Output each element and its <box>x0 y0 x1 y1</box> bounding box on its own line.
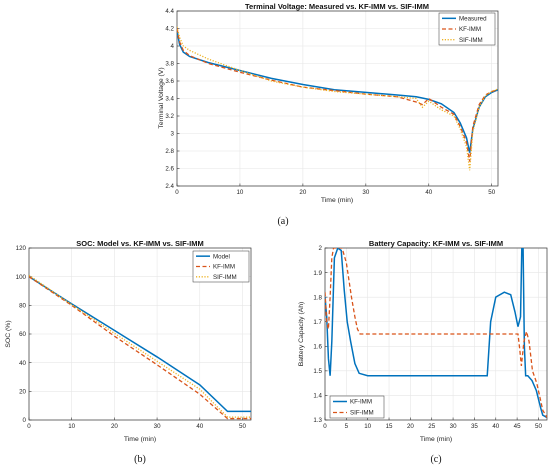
y-tick-label: 40 <box>19 360 26 367</box>
y-tick-label: 100 <box>16 274 27 281</box>
x-tick-label: 0 <box>323 423 327 430</box>
panel-c-caption: (c) <box>430 454 441 465</box>
y-tick-label: 1.8 <box>313 294 322 301</box>
series-line-sif-imm <box>29 274 251 418</box>
y-tick-label: 2 <box>319 245 323 252</box>
legend-label: SIF-IMM <box>459 37 483 44</box>
y-tick-label: 2.4 <box>165 183 174 190</box>
y-tick-label: 0 <box>23 417 27 424</box>
panel-b-ylabel: SOC (%) <box>5 320 12 347</box>
series-line-kf-imm <box>325 248 547 419</box>
panel-c-capacity: Battery Capacity: KF-IMM vs. SIF-IMM Tim… <box>298 239 548 465</box>
y-tick-label: 3 <box>171 131 175 138</box>
legend-label: KF-IMM <box>459 26 481 33</box>
x-tick-label: 45 <box>514 423 521 430</box>
y-tick-label: 3.4 <box>165 96 174 103</box>
panel-c-plot-area <box>325 248 547 420</box>
x-tick-label: 10 <box>68 423 75 430</box>
panel-c-title: Battery Capacity: KF-IMM vs. SIF-IMM <box>369 239 503 248</box>
x-tick-label: 10 <box>236 189 243 196</box>
series-line-kf-imm <box>177 28 498 162</box>
series-line-sif-imm <box>177 26 498 171</box>
x-tick-label: 50 <box>535 423 542 430</box>
y-tick-label: 1.9 <box>313 270 322 277</box>
y-tick-label: 20 <box>19 389 26 396</box>
x-tick-label: 40 <box>425 189 432 196</box>
x-tick-label: 25 <box>428 423 435 430</box>
x-tick-label: 0 <box>27 423 31 430</box>
y-tick-label: 3.8 <box>165 61 174 68</box>
series-line-kf-imm <box>29 276 251 420</box>
y-tick-label: 4 <box>171 43 175 50</box>
y-tick-label: 3.6 <box>165 78 174 85</box>
legend-label: SIF-IMM <box>350 410 374 417</box>
legend-label: Measured <box>459 16 487 23</box>
axes-box <box>28 247 252 421</box>
panel-a-voltage: Terminal Voltage: Measured vs. KF-IMM vs… <box>158 2 499 227</box>
x-tick-label: 10 <box>364 423 371 430</box>
x-tick-label: 20 <box>111 423 118 430</box>
x-tick-label: 40 <box>196 423 203 430</box>
panel-c-xlabel: Time (min) <box>420 436 452 443</box>
x-tick-label: 50 <box>239 423 246 430</box>
y-tick-label: 4.2 <box>165 26 174 33</box>
legend-label: SIF-IMM <box>213 274 237 281</box>
y-tick-label: 1.5 <box>313 368 322 375</box>
x-tick-label: 0 <box>175 189 179 196</box>
y-tick-label: 80 <box>19 303 26 310</box>
panel-b-caption: (b) <box>134 454 146 465</box>
x-tick-label: 15 <box>386 423 393 430</box>
panel-a-title: Terminal Voltage: Measured vs. KF-IMM vs… <box>245 2 429 11</box>
x-tick-label: 20 <box>407 423 414 430</box>
x-tick-label: 35 <box>471 423 478 430</box>
axes-box <box>176 10 499 187</box>
x-tick-label: 5 <box>345 423 349 430</box>
y-tick-label: 60 <box>19 331 26 338</box>
y-tick-label: 1.7 <box>313 319 322 326</box>
x-tick-label: 30 <box>450 423 457 430</box>
x-tick-label: 40 <box>492 423 499 430</box>
x-tick-label: 30 <box>154 423 161 430</box>
y-tick-label: 1.4 <box>313 393 322 400</box>
legend-label: KF-IMM <box>350 399 372 406</box>
series-line-measured <box>177 30 498 153</box>
x-tick-label: 30 <box>362 189 369 196</box>
legend-label: Model <box>213 253 230 260</box>
panel-a-ylabel: Terminal Voltage (V) <box>158 67 165 128</box>
y-tick-label: 3.2 <box>165 113 174 120</box>
x-tick-label: 50 <box>488 189 495 196</box>
x-tick-label: 20 <box>299 189 306 196</box>
y-tick-label: 1.3 <box>313 417 322 424</box>
series-line-sif-imm <box>325 248 547 418</box>
panel-b-xlabel: Time (min) <box>124 436 156 443</box>
y-tick-label: 120 <box>16 245 27 252</box>
panel-c-ylabel: Battery Capacity (Ah) <box>298 302 305 367</box>
panel-b-title: SOC: Model vs. KF-IMM vs. SIF-IMM <box>76 239 204 248</box>
y-tick-label: 4.4 <box>165 8 174 15</box>
y-tick-label: 2.6 <box>165 166 174 173</box>
y-tick-label: 2.8 <box>165 148 174 155</box>
axes-box <box>324 247 548 421</box>
legend-label: KF-IMM <box>213 264 235 271</box>
panel-a-caption: (a) <box>277 216 288 227</box>
y-tick-label: 1.6 <box>313 343 322 350</box>
panel-b-soc: SOC: Model vs. KF-IMM vs. SIF-IMM Time (… <box>5 239 252 465</box>
panel-a-xlabel: Time (min) <box>321 197 353 204</box>
